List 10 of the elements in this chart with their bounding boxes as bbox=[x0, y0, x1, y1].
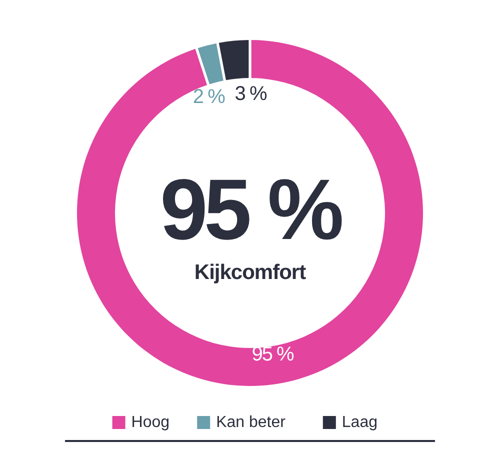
text: Kijkcomfort bbox=[194, 261, 306, 284]
legend-label: Hoog bbox=[131, 414, 170, 432]
legend-label: Kan beter bbox=[216, 414, 286, 432]
data-label: 2 % bbox=[192, 86, 226, 108]
donut-slice bbox=[218, 40, 249, 80]
data-label: 3 % bbox=[234, 82, 268, 105]
text: 95 % bbox=[160, 162, 343, 258]
data-label: 95 % bbox=[252, 344, 295, 366]
legend-label: Laag bbox=[342, 414, 378, 432]
donut-slice bbox=[198, 43, 224, 84]
